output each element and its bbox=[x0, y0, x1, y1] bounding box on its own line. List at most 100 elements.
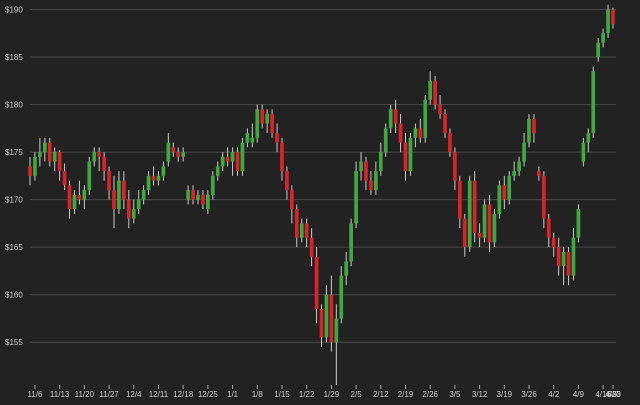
candle-body-down bbox=[556, 247, 561, 267]
candle bbox=[72, 190, 77, 214]
candle bbox=[398, 114, 403, 153]
candle-body-up bbox=[131, 209, 136, 219]
candle-body-up bbox=[245, 133, 250, 143]
candle-body-up bbox=[146, 175, 151, 191]
x-tick-label: 1/1 bbox=[227, 390, 239, 399]
candle-body-down bbox=[77, 194, 82, 200]
candle bbox=[260, 104, 265, 129]
candle-body-up bbox=[33, 156, 37, 176]
candle bbox=[507, 171, 512, 205]
candle bbox=[136, 190, 141, 214]
candle bbox=[47, 137, 52, 167]
candle-body-down bbox=[270, 114, 274, 134]
candle-body-down bbox=[329, 294, 334, 343]
candle-body-down bbox=[364, 161, 368, 181]
x-tick-label: 11/6 bbox=[27, 390, 43, 399]
candle bbox=[314, 247, 319, 324]
candle bbox=[571, 228, 576, 281]
candle bbox=[512, 161, 517, 181]
candle bbox=[532, 114, 536, 143]
candle-body-up bbox=[240, 142, 245, 172]
x-tick-label: 2/12 bbox=[373, 390, 389, 399]
candle bbox=[67, 180, 72, 219]
candle-body-up bbox=[413, 128, 418, 138]
candle-body-up bbox=[255, 109, 260, 138]
candle bbox=[102, 152, 106, 181]
candle-body-up bbox=[383, 128, 388, 153]
candle-body-up bbox=[428, 80, 433, 100]
candle-body-down bbox=[275, 133, 279, 143]
candle-body-down bbox=[290, 190, 294, 210]
candle bbox=[122, 171, 126, 210]
candle bbox=[52, 147, 57, 172]
candle bbox=[265, 109, 270, 134]
candle-body-down bbox=[102, 156, 106, 172]
candle bbox=[319, 304, 324, 347]
candle-body-down bbox=[314, 256, 319, 309]
candle-body-up bbox=[492, 213, 497, 243]
candle-body-down bbox=[433, 80, 437, 105]
candle bbox=[334, 304, 339, 385]
candle bbox=[230, 147, 235, 176]
candle bbox=[38, 137, 42, 167]
candle bbox=[541, 171, 546, 229]
x-tick-label: 12/25 bbox=[198, 390, 219, 399]
candle bbox=[117, 171, 121, 214]
y-tick-label: $190 bbox=[5, 6, 23, 15]
candle-body-down bbox=[541, 175, 546, 219]
x-tick-label: 12/4 bbox=[126, 390, 142, 399]
candle bbox=[220, 152, 225, 172]
candle-body-down bbox=[369, 180, 373, 191]
candle bbox=[131, 199, 136, 224]
candle-body-up bbox=[378, 152, 383, 172]
candle bbox=[196, 190, 200, 205]
candle-body-up bbox=[52, 152, 57, 162]
candle bbox=[176, 147, 181, 162]
candle bbox=[186, 185, 190, 205]
candle-body-down bbox=[443, 114, 447, 134]
candle bbox=[290, 185, 294, 224]
candle bbox=[294, 204, 299, 248]
x-tick-label: 3/5 bbox=[449, 390, 461, 399]
candle bbox=[210, 171, 215, 200]
candle-body-up bbox=[72, 194, 77, 210]
candle-body-down bbox=[487, 204, 492, 243]
candle-body-up bbox=[467, 180, 472, 248]
candle bbox=[433, 76, 437, 110]
candle-body-up bbox=[38, 152, 42, 157]
candle bbox=[126, 190, 131, 229]
x-axis-ticks: 11/6 11/13 11/20 11/27 12/4 12/11 12/18 12/25 1/… bbox=[27, 385, 621, 399]
candle-body-down bbox=[393, 109, 398, 124]
candle-body-down bbox=[235, 152, 240, 172]
candle-body-down bbox=[280, 142, 284, 172]
candle-body-down bbox=[319, 308, 324, 338]
candle bbox=[97, 147, 102, 172]
x-tick-label: 2/19 bbox=[398, 390, 414, 399]
candle-body-up bbox=[576, 209, 581, 238]
candle-body-down bbox=[502, 185, 507, 200]
candle-body-down bbox=[546, 218, 551, 238]
candle bbox=[304, 218, 309, 248]
y-tick-label: $155 bbox=[5, 338, 23, 347]
candle bbox=[156, 171, 161, 186]
candle-body-up bbox=[186, 190, 190, 200]
x-tick-label: 4/16 bbox=[595, 390, 611, 399]
candle-body-up bbox=[522, 142, 526, 162]
candle bbox=[280, 137, 284, 181]
candle-body-up bbox=[571, 237, 576, 276]
candle-body-down bbox=[551, 237, 556, 248]
candle-body-up bbox=[206, 194, 210, 210]
candle-body-down bbox=[97, 152, 102, 157]
candle bbox=[408, 133, 413, 176]
candle-body-down bbox=[260, 109, 265, 124]
candle-body-down bbox=[611, 9, 615, 24]
candle-body-up bbox=[117, 180, 121, 210]
candle bbox=[477, 223, 482, 248]
candle bbox=[270, 109, 274, 138]
candle-body-up bbox=[136, 199, 141, 210]
grid-layer bbox=[30, 9, 616, 343]
candle-body-down bbox=[57, 152, 62, 172]
candle bbox=[28, 156, 32, 186]
candle bbox=[240, 137, 245, 176]
